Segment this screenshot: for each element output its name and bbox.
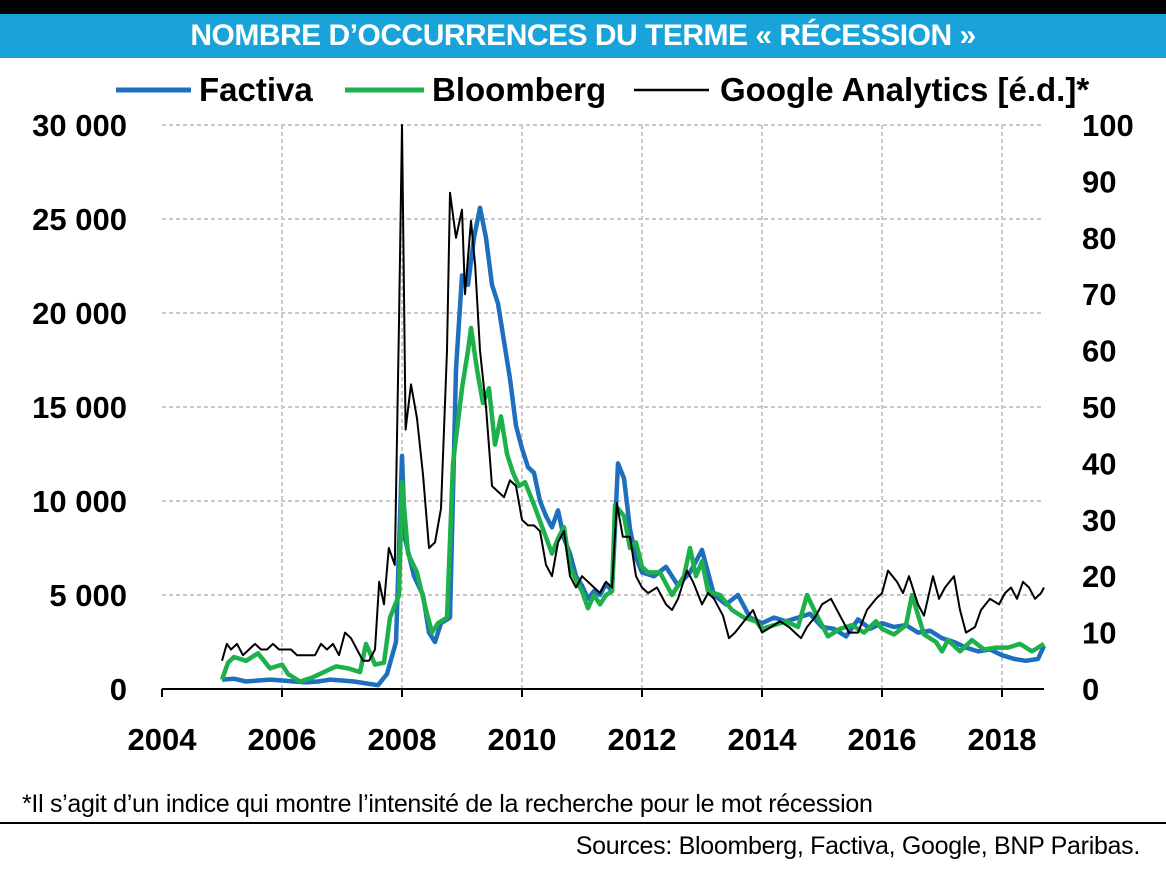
x-tick-label: 2004 — [128, 722, 198, 757]
series-lines — [219, 124, 1047, 688]
line-chart: 0 5 000 10 000 15 000 20 000 25 000 30 000 0 10… — [32, 71, 1134, 757]
y-right-tick-label: 20 — [1082, 559, 1116, 594]
series-line-2 — [221, 124, 1045, 662]
x-tick-label: 2014 — [728, 722, 798, 757]
x-axis-ticks: 2004 2006 2008 2010 2012 2014 2016 2018 — [128, 722, 1037, 757]
top-rule — [0, 0, 1166, 14]
y-axis-right-ticks: 0 10 20 30 40 50 60 70 80 90 100 — [1082, 108, 1134, 707]
y-right-tick-label: 0 — [1082, 672, 1099, 707]
y-right-tick-label: 50 — [1082, 390, 1116, 425]
x-tick-label: 2016 — [848, 722, 917, 757]
y-left-tick-label: 20 000 — [32, 296, 127, 331]
y-left-tick-label: 25 000 — [32, 202, 127, 237]
y-right-tick-label: 10 — [1082, 616, 1116, 651]
y-right-tick-label: 100 — [1082, 108, 1134, 143]
series-line-0 — [221, 205, 1047, 688]
y-left-tick-label: 5 000 — [49, 578, 127, 613]
axes — [161, 688, 1044, 697]
x-tick-label: 2008 — [368, 722, 437, 757]
grid-lines — [162, 124, 1044, 689]
x-tick-label: 2010 — [488, 722, 557, 757]
x-tick-label: 2012 — [608, 722, 677, 757]
legend-label-2: Google Analytics [é.d.]* — [720, 71, 1089, 108]
y-right-tick-label: 60 — [1082, 334, 1116, 369]
y-left-tick-label: 30 000 — [32, 108, 127, 143]
series-line-1 — [219, 325, 1046, 684]
y-left-tick-label: 0 — [110, 672, 127, 707]
y-right-tick-label: 70 — [1082, 277, 1116, 312]
sources-note: Sources: Bloomberg, Factiva, Google, BNP… — [575, 832, 1141, 860]
legend-label-1: Bloomberg — [432, 71, 606, 108]
legend: Factiva Bloomberg Google Analytics [é.d.]* — [116, 71, 1089, 108]
y-right-tick-label: 40 — [1082, 446, 1116, 481]
separator-rule — [0, 822, 1166, 824]
y-left-tick-label: 15 000 — [32, 390, 127, 425]
legend-label-0: Factiva — [199, 71, 313, 108]
y-left-tick-label: 10 000 — [32, 484, 127, 519]
y-right-tick-label: 80 — [1082, 221, 1116, 256]
y-right-tick-label: 90 — [1082, 164, 1116, 199]
chart-title: NOMBRE D’OCCURRENCES DU TERME « RÉCESSIO… — [0, 14, 1166, 58]
x-tick-label: 2018 — [968, 722, 1037, 757]
footnote: *Il s’agit d’un indice qui montre l’inte… — [22, 790, 873, 818]
y-axis-left-ticks: 0 5 000 10 000 15 000 20 000 25 000 30 000 — [32, 108, 127, 707]
y-right-tick-label: 30 — [1082, 503, 1116, 538]
x-tick-label: 2006 — [248, 722, 317, 757]
